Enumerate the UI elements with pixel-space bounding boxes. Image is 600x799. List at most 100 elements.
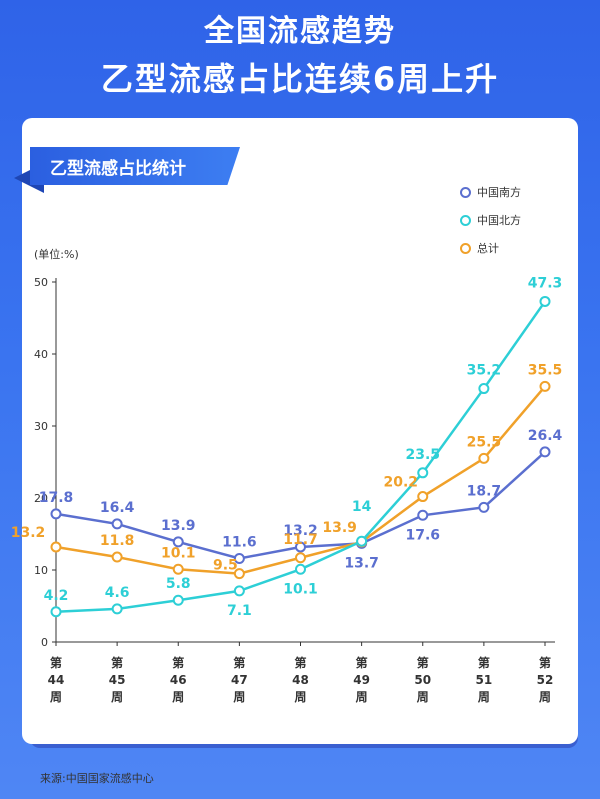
x-tick-label: 第 [539,655,551,670]
data-point-total [50,541,62,553]
x-tick-label: 47 [231,673,248,687]
data-point-north [356,535,368,547]
data-point-total [111,551,123,563]
data-label-north: 23.5 [405,447,440,463]
x-tick-label: 第 [111,655,123,670]
x-tick-label: 周 [172,690,184,704]
data-label-total: 25.5 [467,434,502,450]
data-label-north: 7.1 [227,603,252,619]
y-tick-label: 30 [34,420,48,433]
legend-marker-total [460,242,471,254]
data-point-total [295,552,306,564]
data-label-south: 11.6 [222,534,257,550]
data-label-south: 18.7 [467,483,502,499]
legend-label-north: 中国北方 [477,214,521,227]
data-label-north: 10.1 [283,581,318,597]
data-point-total [233,568,245,580]
chart-card [22,118,578,744]
x-tick-label: 49 [353,673,370,687]
legend-item-north: 中国北方 [460,206,521,234]
x-tick-label: 周 [50,690,62,704]
data-point-south [50,508,62,520]
data-label-total: 11.7 [283,532,318,548]
data-label-south: 26.4 [528,428,563,444]
data-label-south: 13.2 [283,523,318,539]
y-tick-label: 10 [34,564,48,577]
x-tick-label: 周 [233,690,245,704]
data-point-south [417,509,429,521]
x-tick-label: 50 [414,673,431,687]
y-tick-label: 0 [41,636,48,649]
data-label-total: 9.5 [213,558,238,574]
page-title: 全国流感趋势 [204,14,396,49]
x-tick-label: 44 [48,673,65,687]
data-point-north [478,383,490,395]
x-tick-label: 第 [356,655,368,670]
data-label-north: 4.2 [44,588,69,604]
x-tick-label: 第 [294,655,306,670]
data-point-north [295,563,306,575]
x-tick-label: 周 [111,690,123,704]
legend-marker-north [460,214,471,226]
x-tick-label: 周 [417,690,429,704]
legend-marker-south [460,186,471,198]
page-subtitle: 乙型流感占比连续6周上升 [100,60,500,98]
y-tick-label: 40 [34,348,48,361]
data-point-north [50,606,62,618]
y-tick-label: 50 [34,276,48,289]
data-label-north: 4.6 [105,585,130,601]
data-label-total: 11.8 [100,533,135,549]
data-label-north: 35.2 [467,363,502,379]
data-point-south [233,552,245,564]
legend-label-south: 中国南方 [477,186,521,199]
data-label-south: 16.4 [100,500,135,516]
data-point-north [233,585,245,597]
x-tick-label: 第 [417,655,429,670]
x-tick-label: 46 [170,673,187,687]
x-tick-label: 48 [292,673,309,687]
x-tick-label: 第 [478,655,490,670]
x-tick-label: 第 [233,655,245,670]
data-label-total: 13.9 [322,520,357,536]
y-axis-unit: (单位:%) [34,248,79,261]
data-point-south [478,501,490,513]
ribbon-label: 乙型流感占比统计 [50,158,186,179]
x-tick-label: 52 [537,673,554,687]
data-point-south [295,541,306,553]
legend-item-total: 总计 [460,234,521,262]
data-label-south: 17.8 [39,490,74,506]
data-point-total [417,491,429,503]
data-label-south: 13.9 [161,518,196,534]
data-point-north [539,295,551,307]
data-label-north: 14 [352,499,372,515]
data-point-north [172,594,184,606]
x-tick-label: 51 [476,673,493,687]
data-label-north: 47.3 [528,275,563,291]
chart-legend: 中国南方 中国北方 总计 [460,178,521,262]
x-tick-label: 第 [50,655,62,670]
x-tick-label: 周 [294,690,306,704]
x-tick-label: 第 [172,655,184,670]
data-point-south [172,536,184,548]
legend-item-south: 中国南方 [460,178,521,206]
data-label-total: 35.5 [528,362,563,378]
data-point-south [539,446,551,458]
y-tick-label: 20 [34,492,48,505]
x-tick-label: 45 [109,673,126,687]
data-label-north: 5.8 [166,576,191,592]
source-note: 来源:中国国家流感中心 [40,772,154,785]
data-label-total: 13.2 [11,525,46,541]
data-label-south: 13.7 [344,555,379,571]
x-tick-label: 周 [478,690,490,704]
data-point-north [417,467,429,479]
legend-label-total: 总计 [477,242,499,255]
data-point-north [111,603,123,615]
data-label-south: 17.6 [405,527,440,543]
data-point-total [539,380,551,392]
data-point-south [111,518,123,530]
x-tick-label: 周 [539,690,551,704]
x-tick-label: 周 [356,690,368,704]
data-label-total: 10.1 [161,545,196,561]
data-label-total: 20.2 [383,475,418,491]
